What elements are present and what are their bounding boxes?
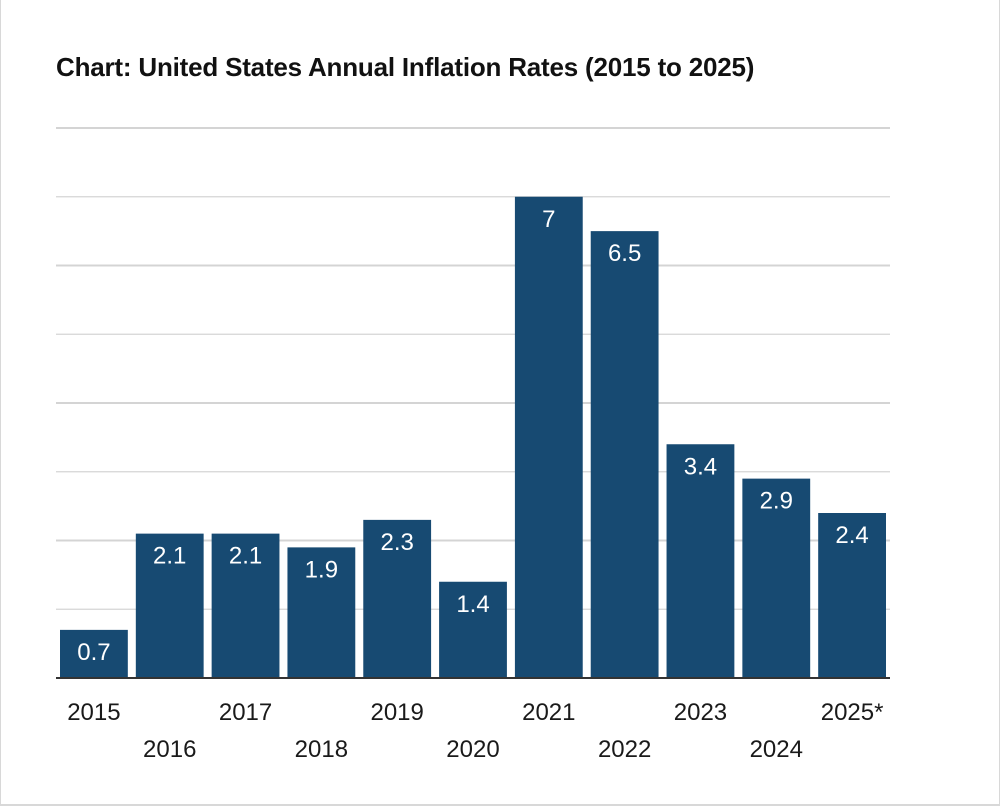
- x-tick-label: 2022: [598, 736, 651, 763]
- x-tick-label: 2015: [67, 699, 120, 726]
- bar-2020: [439, 581, 507, 678]
- bar-value-label: 7: [542, 206, 555, 233]
- x-tick-label: 2016: [143, 736, 196, 763]
- x-tick-label: 2018: [295, 736, 348, 763]
- bar-value-label: 2.9: [760, 488, 793, 515]
- bar-value-label: 2.1: [153, 543, 186, 570]
- bar-value-label: 1.4: [456, 591, 489, 618]
- bar-2023: [666, 444, 735, 678]
- x-tick-label: 2025*: [821, 699, 884, 726]
- x-tick-label: 2023: [674, 699, 727, 726]
- bar-2015: [60, 629, 128, 678]
- bars: 0.7 2.1 2.1 1.9 2.3 1.4 7 6.5 3.4 2.9 2.4: [56, 196, 890, 679]
- x-tick-label: 2021: [522, 699, 575, 726]
- bar-value-label: 3.4: [684, 453, 717, 480]
- bar-value-label: 1.9: [305, 556, 338, 583]
- bar-2018: [287, 547, 356, 678]
- bar-2024: [742, 478, 811, 678]
- bar-2019: [363, 519, 432, 678]
- bar-value-label: 6.5: [608, 240, 641, 267]
- bar-2016: [135, 533, 204, 678]
- bar-2021: [514, 196, 583, 678]
- x-tick-label: 2019: [370, 699, 423, 726]
- bar-value-label: 0.7: [77, 639, 110, 666]
- bar-value-label: 2.1: [229, 543, 262, 570]
- bar-value-label: 2.3: [380, 529, 413, 556]
- x-tick-label: 2020: [446, 736, 499, 763]
- x-tick-label: 2024: [750, 736, 803, 763]
- chart-title: Chart: United States Annual Inflation Ra…: [56, 52, 755, 82]
- x-tick-labels: 2015 2016 2017 2018 2019 2020 2021 2022 2023 2024…: [67, 699, 883, 763]
- bar-2022: [590, 231, 659, 678]
- x-tick-label: 2017: [219, 699, 272, 726]
- bar-2017: [211, 533, 280, 678]
- bar-2025*: [818, 513, 886, 678]
- bar-value-label: 2.4: [835, 522, 868, 549]
